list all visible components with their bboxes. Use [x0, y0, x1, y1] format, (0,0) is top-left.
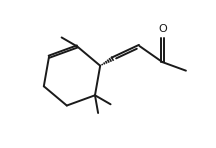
Text: O: O [158, 24, 167, 34]
